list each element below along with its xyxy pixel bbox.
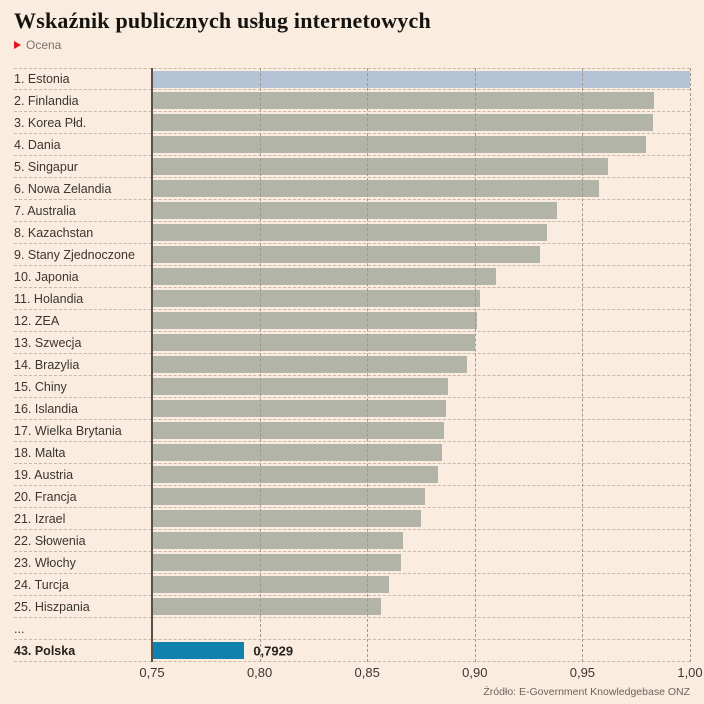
row-label: 5. Singapur xyxy=(14,159,78,174)
bar xyxy=(152,71,690,88)
bar xyxy=(152,268,497,285)
bar xyxy=(152,532,403,549)
row-label: 24. Turcja xyxy=(14,577,69,592)
chart-rows: 1. Estonia 2. Finlandia 3. Korea Płd. 4. Da… xyxy=(14,68,691,662)
bar xyxy=(152,598,381,615)
row-label: 4. Dania xyxy=(14,137,61,152)
bar xyxy=(152,554,402,571)
row-label: 8. Kazachstan xyxy=(14,225,94,240)
chart-row: 20. Francja xyxy=(14,486,690,508)
source-note: Źródło: E-Government Knowledgebase ONZ xyxy=(483,686,690,698)
row-label: 9. Stany Zjednoczone xyxy=(14,247,135,262)
page-title: Wskaźnik publicznych usług internetowych xyxy=(14,8,431,33)
bullet-triangle-icon xyxy=(14,41,21,49)
chart-row: 18. Malta xyxy=(14,442,690,464)
x-tick-label: 0,85 xyxy=(354,665,380,680)
chart-row: 2. Finlandia xyxy=(14,90,690,112)
bar-chart: 1. Estonia 2. Finlandia 3. Korea Płd. 4. Da… xyxy=(14,68,703,698)
row-label: 13. Szwecja xyxy=(14,335,82,350)
row-label: 14. Brazylia xyxy=(14,357,80,372)
row-label: 22. Słowenia xyxy=(14,533,86,548)
chart-row: ... xyxy=(14,618,690,640)
bar xyxy=(152,246,541,263)
row-label: 12. ZEA xyxy=(14,313,60,328)
chart-row: 14. Brazylia xyxy=(14,354,690,376)
row-label: 6. Nowa Zelandia xyxy=(14,181,112,196)
x-tick-label: 0,80 xyxy=(246,665,273,680)
bar xyxy=(152,92,655,109)
x-tick-label: 1,00 xyxy=(677,665,703,680)
chart-row: 17. Wielka Brytania xyxy=(14,420,690,442)
row-label: 43. Polska xyxy=(14,643,76,658)
row-label: 17. Wielka Brytania xyxy=(14,423,122,438)
x-tick-label: 0,95 xyxy=(569,665,596,680)
bar xyxy=(152,136,647,153)
bar xyxy=(152,224,548,241)
chart-row: 10. Japonia xyxy=(14,266,690,288)
bar xyxy=(152,488,426,505)
bar xyxy=(152,334,476,351)
row-label: 23. Włochy xyxy=(14,555,76,570)
chart-row: 21. Izrael xyxy=(14,508,690,530)
value-label: 0,7929 xyxy=(253,643,294,658)
row-label: 25. Hiszpania xyxy=(14,599,90,614)
row-label: 3. Korea Płd. xyxy=(14,115,87,130)
row-label: 7. Australia xyxy=(14,203,76,218)
row-label: 16. Islandia xyxy=(14,401,78,416)
chart-row: 15. Chiny xyxy=(14,376,690,398)
subtitle-label: Ocena xyxy=(26,38,62,52)
row-label: 2. Finlandia xyxy=(14,93,79,108)
row-label: 10. Japonia xyxy=(14,269,79,284)
row-label: 21. Izrael xyxy=(14,511,66,526)
x-tick-label: 0,90 xyxy=(462,665,488,680)
chart-row: 9. Stany Zjednoczone xyxy=(14,244,690,266)
row-label: 19. Austria xyxy=(14,467,74,482)
bar xyxy=(152,466,439,483)
row-label: 18. Malta xyxy=(14,445,66,460)
chart-subtitle: Ocena xyxy=(14,38,61,52)
bar xyxy=(152,180,600,197)
chart-row: 12. ZEA xyxy=(14,310,690,332)
bar xyxy=(152,378,449,395)
row-label: 15. Chiny xyxy=(14,379,67,394)
row-label: 20. Francja xyxy=(14,489,77,504)
chart-row: 23. Włochy xyxy=(14,552,690,574)
bar xyxy=(152,576,389,593)
gridline xyxy=(690,68,691,662)
chart-row: 4. Dania xyxy=(14,134,690,156)
chart-row: 19. Austria xyxy=(14,464,690,486)
chart-row: 3. Korea Płd. xyxy=(14,112,690,134)
bar xyxy=(152,422,445,439)
chart-row: 5. Singapur xyxy=(14,156,690,178)
bar xyxy=(152,202,557,219)
row-label: 11. Holandia xyxy=(14,291,84,306)
chart-row: 7. Australia xyxy=(14,200,690,222)
chart-row: 25. Hiszpania xyxy=(14,596,690,618)
chart-row: 11. Holandia xyxy=(14,288,690,310)
chart-row: 6. Nowa Zelandia xyxy=(14,178,690,200)
row-label: 1. Estonia xyxy=(14,72,70,86)
bar xyxy=(152,158,609,175)
chart-row: 22. Słowenia xyxy=(14,530,690,552)
bar xyxy=(152,510,421,527)
chart-row: 24. Turcja xyxy=(14,574,690,596)
bar xyxy=(152,356,467,373)
bar xyxy=(152,114,653,131)
row-label: ... xyxy=(14,621,25,636)
bar xyxy=(152,642,245,659)
x-axis: 0,75 0,80 0,85 0,90 0,95 1,00 xyxy=(14,665,702,683)
bar xyxy=(152,290,481,307)
x-tick-label: 0,75 xyxy=(139,665,165,680)
chart-row: 8. Kazachstan xyxy=(14,222,690,244)
bar xyxy=(152,444,442,461)
chart-row: 43. Polska 0,7929 xyxy=(14,640,690,662)
bar xyxy=(152,400,447,417)
bar xyxy=(152,312,477,329)
chart-row: 16. Islandia xyxy=(14,398,690,420)
chart-row: 1. Estonia xyxy=(14,68,690,90)
chart-row: 13. Szwecja xyxy=(14,332,690,354)
